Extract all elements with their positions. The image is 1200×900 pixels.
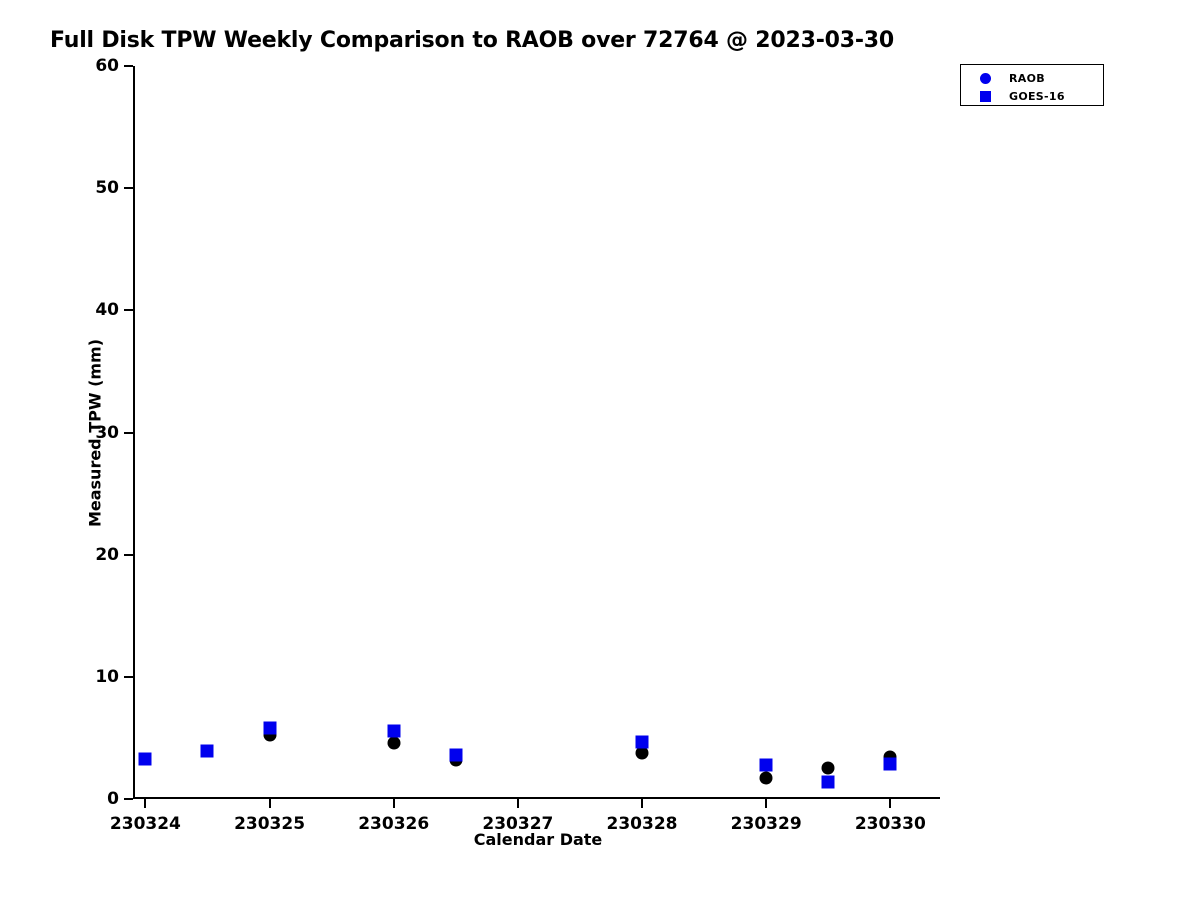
data-point-goes16 [449, 748, 463, 762]
data-point-goes16 [263, 721, 277, 735]
data-point-goes16 [821, 775, 835, 789]
chart-title: Full Disk TPW Weekly Comparison to RAOB … [50, 28, 895, 53]
legend-swatch [979, 90, 991, 102]
x-tick-mark [765, 799, 768, 808]
y-tick-label: 30 [95, 422, 119, 443]
x-tick-label: 230329 [730, 814, 802, 834]
x-tick-mark [392, 799, 395, 808]
data-point-goes16 [759, 758, 773, 772]
plot-area: 0 10 20 30 40 50 60 230324 230325 230326 230327 23… [95, 56, 940, 834]
data-point-raob [138, 752, 152, 766]
y-tick-label: 60 [95, 56, 119, 76]
y-tick-mark [124, 798, 133, 800]
x-tick-label: 230324 [109, 814, 181, 834]
data-point-raob-shadow [759, 771, 773, 785]
data-point-raob-shadow [821, 761, 835, 775]
legend-swatch [979, 72, 991, 84]
x-tick-label: 230330 [854, 814, 926, 834]
x-axis-line [133, 797, 940, 799]
y-tick-mark [124, 675, 133, 678]
legend-item-goes-16: GOES-16 [961, 86, 1103, 106]
y-tick-mark [124, 431, 133, 434]
x-tick-label: 230328 [606, 814, 678, 834]
data-point-goes16 [387, 724, 401, 738]
data-point-raob-shadow [387, 736, 401, 750]
y-tick-mark [124, 309, 133, 312]
y-tick-mark [124, 553, 133, 556]
legend-label: RAOB [1009, 71, 1045, 85]
x-tick-mark [889, 799, 892, 808]
y-axis-line [133, 66, 135, 799]
legend-marker-square-icon [961, 90, 1009, 102]
y-tick-label: 40 [95, 300, 119, 321]
data-point-goes16 [635, 735, 649, 749]
x-tick-mark [641, 799, 644, 808]
x-tick-label: 230327 [482, 814, 554, 834]
data-point-raob [200, 744, 214, 758]
x-tick-mark [516, 799, 519, 808]
x-tick-label: 230325 [234, 814, 306, 834]
x-axis-label: Calendar Date [473, 830, 603, 849]
x-tick-label: 230326 [358, 814, 430, 834]
data-point-raob-shadow [635, 746, 649, 760]
legend-marker-circle-icon [961, 72, 1009, 84]
legend-item-raob: RAOB [961, 68, 1103, 88]
y-tick-label: 0 [107, 789, 119, 809]
chart-legend: RAOB GOES-16 [960, 64, 1104, 106]
y-tick-label: 10 [95, 666, 119, 687]
y-tick-mark [124, 187, 133, 190]
y-tick-label: 20 [95, 544, 119, 565]
legend-label: GOES-16 [1009, 89, 1065, 103]
x-tick-mark [268, 799, 271, 808]
y-tick-label: 50 [95, 178, 119, 199]
data-point-goes16 [883, 757, 897, 771]
y-tick-mark [124, 65, 133, 67]
x-tick-mark [144, 799, 147, 808]
